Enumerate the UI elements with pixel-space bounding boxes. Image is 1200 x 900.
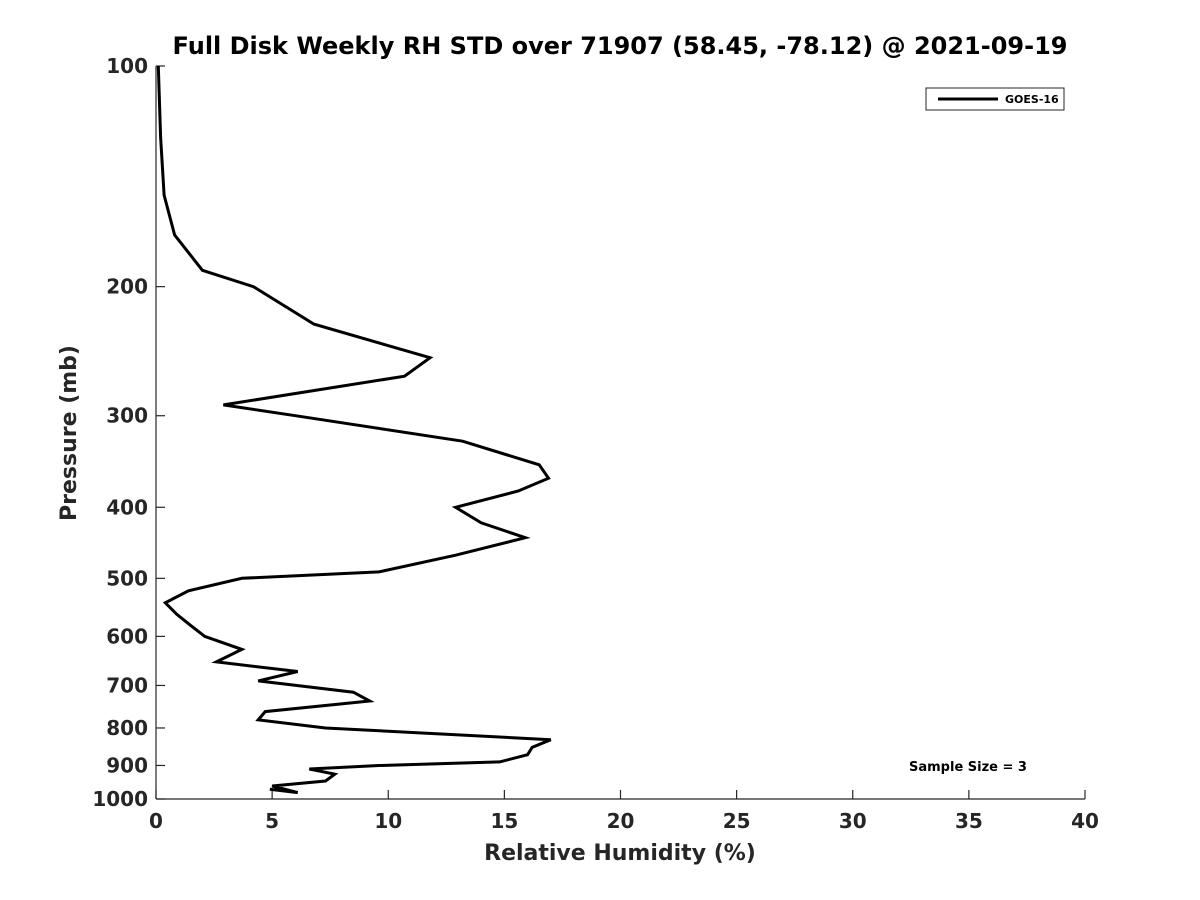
y-tick-label: 500 <box>106 566 148 590</box>
x-tick-label: 35 <box>955 809 983 833</box>
y-tick-label: 700 <box>106 673 148 697</box>
y-axis-label: Pressure (mb) <box>57 345 82 521</box>
x-tick-label: 0 <box>149 809 163 833</box>
y-tick-label: 900 <box>106 753 148 777</box>
x-tick-label: 30 <box>839 809 867 833</box>
chart-title: Full Disk Weekly RH STD over 71907 (58.4… <box>173 32 1068 60</box>
legend: GOES-16 <box>925 87 1065 111</box>
x-axis-label: Relative Humidity (%) <box>484 841 756 866</box>
y-tick-label: 300 <box>106 404 148 428</box>
series-line-goes-16 <box>156 65 552 795</box>
x-tick-label: 40 <box>1071 809 1099 833</box>
series-layer <box>156 65 552 795</box>
plot-area: 0 5 10 15 20 25 30 35 40 100 200 300 400 500 600 700 80… <box>92 54 1099 833</box>
y-tick-label: 600 <box>106 624 148 648</box>
x-tick-label: 25 <box>723 809 751 833</box>
y-tick-label: 1000 <box>92 787 148 811</box>
y-tick-label: 100 <box>106 54 148 78</box>
legend-label-goes-16: GOES-16 <box>1005 93 1059 106</box>
y-tick-label: 400 <box>106 495 148 519</box>
y-tick-label: 800 <box>106 716 148 740</box>
y-tick-label: 200 <box>106 275 148 299</box>
x-tick-label: 20 <box>607 809 635 833</box>
y-axis-ticks: 100 200 300 400 500 600 700 800 900 1000 <box>92 54 165 811</box>
sample-size-annotation: Sample Size = 3 <box>909 760 1027 775</box>
x-tick-label: 10 <box>374 809 402 833</box>
x-tick-label: 5 <box>265 809 279 833</box>
x-axis-ticks: 0 5 10 15 20 25 30 35 40 <box>149 790 1099 833</box>
x-tick-label: 15 <box>490 809 518 833</box>
